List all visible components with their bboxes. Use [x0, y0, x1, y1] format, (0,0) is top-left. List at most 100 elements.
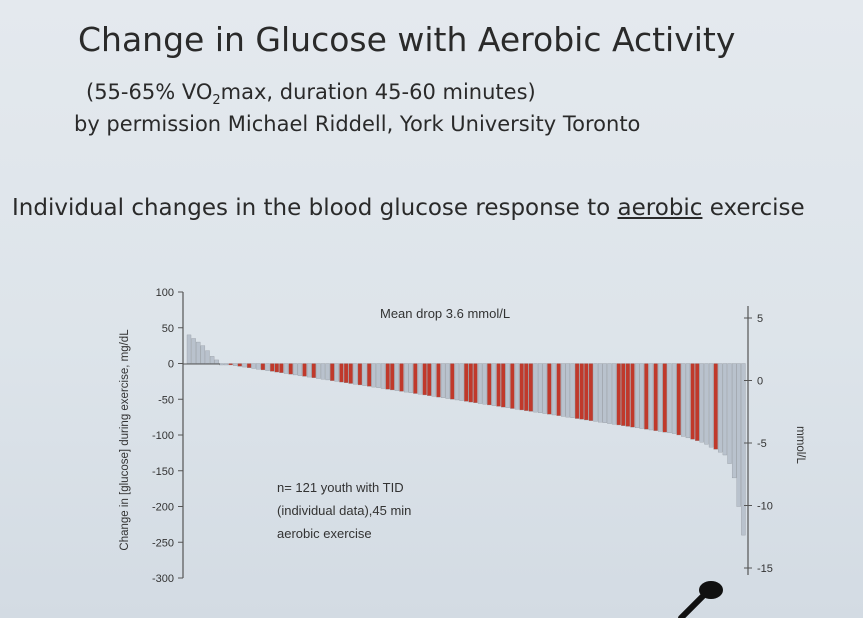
subject-bar — [602, 363, 607, 423]
subject-bar — [422, 363, 427, 396]
subject-bar — [625, 363, 631, 427]
subject-bar — [695, 363, 700, 441]
subject-bar — [588, 363, 594, 421]
subject-bar — [528, 363, 534, 412]
section-heading: Individual changes in the blood glucose … — [12, 195, 805, 221]
subject-bar — [565, 363, 571, 418]
permission-credit: by permission Michael Riddell, York Univ… — [74, 112, 641, 136]
subject-bar — [376, 363, 381, 388]
subject-bar — [353, 363, 358, 385]
heading-part: exercise — [702, 195, 805, 221]
subject-bar — [417, 363, 423, 395]
subject-bar — [288, 363, 293, 375]
subject-bar — [667, 363, 672, 434]
subject-bar — [468, 363, 473, 403]
subject-bar — [593, 363, 598, 422]
subject-bar — [205, 350, 210, 364]
right-tick-label: 5 — [757, 313, 763, 325]
subject-bar — [708, 363, 714, 448]
subject-bar — [574, 363, 580, 419]
subject-bar — [293, 363, 298, 376]
subject-bar — [251, 363, 256, 369]
subject-bar — [385, 363, 390, 390]
right-axis-label: mmol/L — [794, 426, 806, 464]
subject-bar — [681, 363, 686, 437]
subject-bar — [699, 363, 704, 443]
subject-bar — [320, 363, 326, 380]
subject-bar — [325, 363, 330, 381]
subject-bar — [514, 363, 520, 410]
subject-bar — [556, 363, 561, 416]
left-tick-label: -100 — [152, 430, 174, 442]
subject-bar — [671, 363, 677, 434]
subject-bar — [676, 363, 681, 436]
heading-underlined-word: aerobic — [617, 195, 703, 221]
subject-bar — [450, 363, 455, 400]
subject-bar — [584, 363, 589, 421]
subject-bar — [644, 363, 649, 430]
subject-bar — [722, 363, 728, 456]
subject-bar — [491, 363, 497, 406]
subject-bar — [653, 363, 658, 431]
subject-bar — [658, 363, 663, 432]
subject-bar — [473, 363, 478, 403]
left-tick-label: 0 — [168, 359, 174, 371]
subject-bar — [279, 363, 284, 373]
subject-bar — [727, 363, 732, 464]
subject-bar — [274, 363, 279, 373]
subject-bar — [690, 363, 695, 440]
subject-bar — [537, 363, 543, 413]
subject-bar — [348, 363, 353, 384]
subject-bar — [736, 363, 741, 507]
slide-title: Change in Glucose with Aerobic Activity — [78, 20, 736, 59]
subject-bar — [436, 363, 441, 398]
left-tick-label: -300 — [152, 573, 174, 585]
subtitle-part: max, duration 45-60 minutes) — [220, 80, 536, 104]
subject-bar — [611, 363, 617, 425]
subject-bar — [316, 363, 321, 379]
subject-bar — [408, 363, 413, 393]
subject-bar — [445, 363, 450, 399]
subject-bar — [343, 363, 349, 383]
right-axis-ticks: 5 0 -5 -10 -15 — [744, 313, 773, 575]
subject-bar — [579, 363, 584, 420]
annotation-line-2: (individual data),45 min — [277, 503, 411, 518]
subject-bar — [634, 363, 640, 428]
subject-bar — [191, 338, 196, 364]
bar-series — [186, 334, 746, 536]
subject-bar — [648, 363, 654, 431]
subject-bar — [209, 356, 215, 364]
subject-bar — [561, 363, 566, 417]
left-tick-label: -150 — [152, 466, 174, 478]
right-tick-label: -15 — [757, 563, 773, 575]
subject-bar — [519, 363, 524, 411]
subject-bar — [570, 363, 575, 418]
subject-bar — [505, 363, 510, 408]
left-tick-label: -200 — [152, 502, 174, 514]
subject-bar — [607, 363, 612, 424]
subject-bar — [390, 363, 395, 391]
subject-bar — [741, 363, 746, 536]
subject-bar — [302, 363, 307, 377]
subject-bar — [362, 363, 367, 386]
subject-bar — [704, 363, 709, 445]
subject-bar — [403, 363, 409, 393]
heading-part: Individual changes in the blood glucose … — [12, 195, 618, 221]
subject-bar — [380, 363, 386, 389]
subject-bar — [464, 363, 469, 402]
subject-bar — [459, 363, 464, 401]
annotation-line-3: aerobic exercise — [277, 526, 372, 541]
subject-bar — [413, 363, 418, 394]
subject-bar — [639, 363, 644, 429]
subject-bar — [283, 363, 289, 374]
subject-bar — [685, 363, 691, 439]
subject-bar — [297, 363, 303, 376]
subject-bar — [246, 363, 252, 368]
left-tick-label: 100 — [156, 287, 174, 299]
subject-bar — [265, 363, 270, 371]
subject-bar — [454, 363, 460, 401]
left-tick-label: -50 — [158, 394, 174, 406]
subject-bar — [482, 363, 487, 405]
left-tick-label: -250 — [152, 537, 174, 549]
